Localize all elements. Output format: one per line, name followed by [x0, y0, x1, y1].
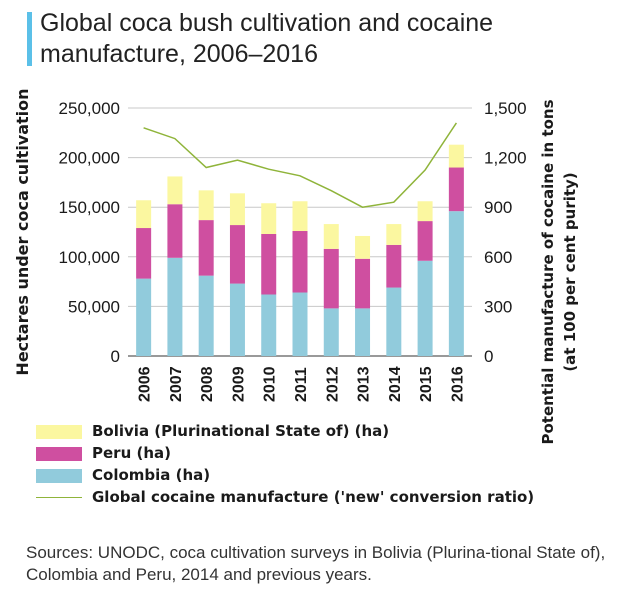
legend-label-line: Global cocaine manufacture ('new' conver…: [92, 488, 535, 506]
bar-bolivia: [167, 176, 183, 205]
bar-bolivia: [261, 203, 277, 234]
y-axis-title-right-line1: Potential manufacture of cocaine in tons: [539, 99, 557, 444]
bar-colombia: [136, 278, 152, 356]
bar-peru: [292, 231, 308, 293]
legend-line-manufacture: [36, 497, 82, 498]
bar-peru: [229, 225, 245, 284]
y-tick-label-right: 600: [484, 248, 512, 267]
y-tick-label-left: 0: [111, 347, 120, 366]
x-tick-label: 2009: [230, 366, 247, 402]
legend-label-bolivia: Bolivia (Plurinational State of) (ha): [92, 422, 390, 440]
bar-peru: [198, 220, 214, 276]
x-tick-label: 2012: [324, 366, 341, 402]
bar-peru: [417, 221, 433, 261]
bar-bolivia: [323, 224, 339, 249]
x-tick-label: 2016: [449, 366, 466, 402]
bar-peru: [261, 233, 277, 295]
y-tick-label-left: 50,000: [68, 297, 120, 316]
y-tick-label-left: 100,000: [59, 248, 120, 267]
bar-bolivia: [355, 235, 371, 259]
x-tick-label: 2013: [356, 366, 373, 402]
bar-peru: [355, 258, 371, 309]
y-tick-label-right: 0: [484, 347, 493, 366]
y-tick-label-right: 1,500: [484, 99, 527, 118]
x-tick-label: 2006: [137, 366, 154, 402]
legend-label-peru: Peru (ha): [92, 444, 171, 462]
x-tick-label: 2014: [387, 366, 404, 402]
x-tick-label: 2015: [418, 366, 435, 402]
bar-bolivia: [198, 190, 214, 221]
x-tick-label: 2007: [168, 366, 185, 402]
x-tick-label: 2008: [199, 366, 216, 402]
y-tick-label-right: 300: [484, 297, 512, 316]
bar-colombia: [167, 257, 183, 356]
y-axis-title-right-line2: (at 100 per cent purity): [561, 172, 579, 371]
bar-peru: [386, 244, 402, 288]
bar-peru: [323, 248, 339, 309]
bar-colombia: [198, 275, 214, 356]
y-tick-label-left: 200,000: [59, 149, 120, 168]
bar-colombia: [448, 211, 464, 356]
y-axis-title-left: Hectares under coca cultivation: [13, 88, 32, 375]
bar-colombia: [355, 308, 371, 356]
bar-colombia: [417, 260, 433, 356]
bar-colombia: [292, 292, 308, 356]
title-accent-bar: [27, 12, 32, 66]
source-note: Sources: UNODC, coca cultivation surveys…: [26, 543, 606, 584]
bar-bolivia: [386, 224, 402, 245]
bar-peru: [167, 204, 183, 258]
y-tick-label-left: 250,000: [59, 99, 120, 118]
legend-swatch-colombia: [36, 469, 82, 483]
chart-title: Global coca bush cultivation and cocaine…: [40, 9, 494, 68]
y-tick-label-right: 900: [484, 198, 512, 217]
y-tick-label-left: 150,000: [59, 198, 120, 217]
legend-swatch-bolivia: [36, 425, 82, 439]
bar-peru: [448, 167, 464, 212]
bar-bolivia: [136, 200, 152, 229]
bar-bolivia: [417, 201, 433, 222]
bar-peru: [136, 228, 152, 279]
bar-colombia: [261, 294, 277, 356]
bar-bolivia: [229, 193, 245, 226]
legend-label-colombia: Colombia (ha): [92, 466, 211, 484]
legend-swatch-peru: [36, 447, 82, 461]
y-tick-label-right: 1,200: [484, 149, 527, 168]
bar-colombia: [386, 287, 402, 356]
x-tick-label: 2010: [262, 366, 279, 402]
line-cocaine-manufacture: [143, 122, 458, 208]
bar-colombia: [323, 308, 339, 356]
bar-colombia: [229, 283, 245, 356]
bar-bolivia: [292, 201, 308, 232]
x-tick-label: 2011: [293, 367, 310, 402]
bar-bolivia: [448, 144, 464, 168]
